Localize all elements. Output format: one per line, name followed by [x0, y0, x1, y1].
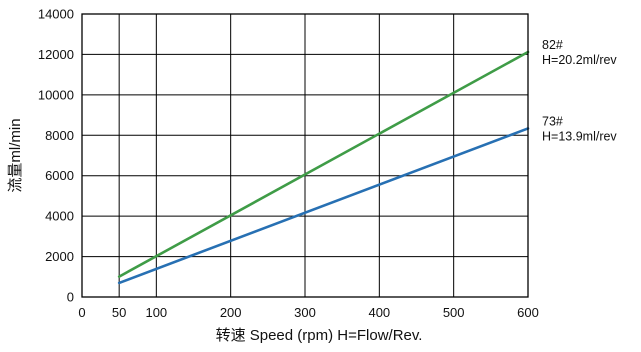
- y-tick-labels: 0 2000 4000 6000 8000 10000 12000 14000: [38, 7, 74, 305]
- y-tick-label: 4000: [45, 209, 74, 224]
- x-tick-label: 0: [78, 305, 85, 320]
- y-tick-label: 2000: [45, 249, 74, 264]
- series-labels: 82#H=20.2ml/rev 73#H=13.9ml/rev: [542, 38, 617, 143]
- x-tick-label: 500: [443, 305, 465, 320]
- series-line-2: [117, 127, 530, 285]
- x-tick-label: 300: [294, 305, 316, 320]
- x-tick-label: 400: [368, 305, 390, 320]
- plot-frame: [81, 13, 529, 298]
- x-axis-title: 转速 Speed (rpm) H=Flow/Rev.: [216, 327, 423, 344]
- y-tick-label: 12000: [38, 47, 74, 62]
- x-tick-labels: 0 50 100 200 300 400 500 600: [78, 305, 538, 320]
- y-tick-label: 14000: [38, 7, 74, 22]
- series-label-1: H=20.2ml/rev: [542, 53, 617, 67]
- y-tick-label: 0: [67, 290, 74, 305]
- y-tick-label: 10000: [38, 87, 74, 102]
- series-line-1: [117, 50, 530, 278]
- series-label-2: 73#: [542, 114, 563, 128]
- x-tick-label: 50: [112, 305, 126, 320]
- series-label-2: H=13.9ml/rev: [542, 129, 617, 143]
- x-tick-label: 200: [220, 305, 242, 320]
- grid: [82, 14, 528, 297]
- y-axis-title: 流量ml/min: [7, 118, 24, 192]
- series-lines: [117, 50, 530, 285]
- y-tick-label: 6000: [45, 168, 74, 183]
- y-tick-label: 8000: [45, 128, 74, 143]
- series-label-1: 82#: [542, 38, 563, 52]
- x-tick-label: 600: [517, 305, 539, 320]
- x-tick-label: 100: [145, 305, 167, 320]
